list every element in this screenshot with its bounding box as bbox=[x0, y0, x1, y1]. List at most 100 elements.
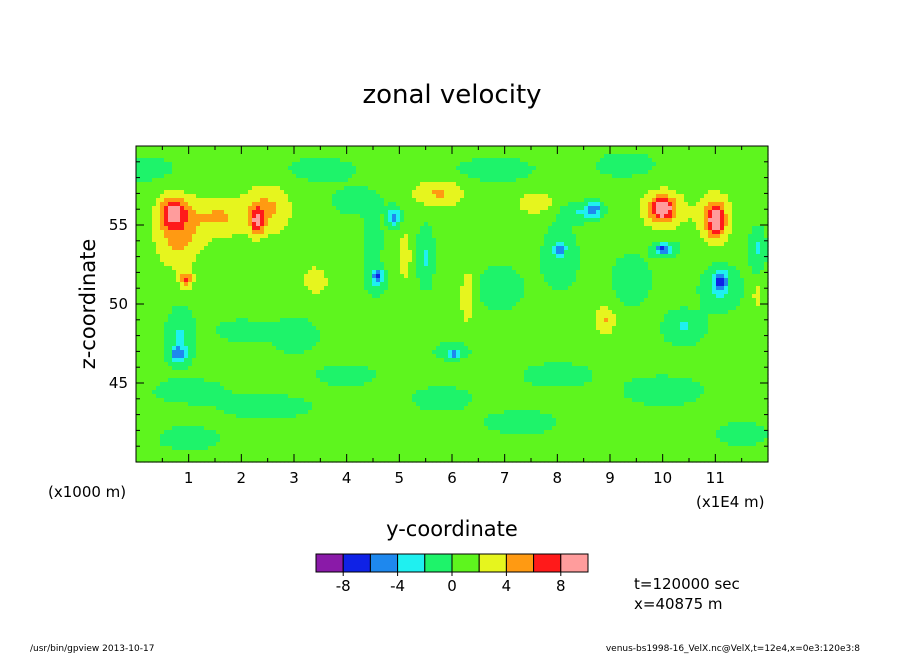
heatmap-cell bbox=[384, 254, 389, 259]
heatmap-cell bbox=[640, 206, 645, 211]
heatmap-cell bbox=[712, 198, 717, 203]
heatmap-cell bbox=[460, 170, 465, 175]
heatmap-cell bbox=[380, 162, 385, 167]
heatmap-cell bbox=[552, 218, 557, 223]
heatmap-cell bbox=[308, 166, 313, 171]
heatmap-cell bbox=[280, 246, 285, 251]
heatmap-cell bbox=[700, 238, 705, 243]
heatmap-cell bbox=[192, 238, 197, 243]
heatmap-cell bbox=[412, 250, 417, 255]
heatmap-cell bbox=[268, 170, 273, 175]
heatmap-cell bbox=[180, 238, 185, 243]
heatmap-cell bbox=[644, 178, 649, 183]
heatmap-cell bbox=[492, 178, 497, 183]
heatmap-cell bbox=[696, 214, 701, 219]
heatmap-cell bbox=[552, 210, 557, 215]
heatmap-cell bbox=[372, 222, 377, 227]
heatmap-cell bbox=[148, 198, 153, 203]
heatmap-cell bbox=[256, 246, 261, 251]
heatmap-cell bbox=[428, 238, 433, 243]
heatmap-cell bbox=[748, 174, 753, 179]
heatmap-cell bbox=[192, 226, 197, 231]
heatmap-cell bbox=[588, 202, 593, 207]
heatmap-cell bbox=[748, 150, 753, 155]
heatmap-cell bbox=[144, 270, 149, 275]
heatmap-cell bbox=[480, 166, 485, 171]
heatmap-cell bbox=[624, 214, 629, 219]
heatmap-cell bbox=[256, 262, 261, 267]
heatmap-cell bbox=[240, 178, 245, 183]
heatmap-cell bbox=[408, 218, 413, 223]
heatmap-cell bbox=[192, 198, 197, 203]
heatmap-cell bbox=[336, 234, 341, 239]
heatmap-cell bbox=[536, 170, 541, 175]
heatmap-cell bbox=[620, 178, 625, 183]
heatmap-cell bbox=[224, 262, 229, 267]
heatmap-cell bbox=[532, 258, 537, 263]
heatmap-cell bbox=[284, 250, 289, 255]
heatmap-cell bbox=[232, 214, 237, 219]
heatmap-cell bbox=[504, 222, 509, 227]
heatmap-cell bbox=[520, 214, 525, 219]
heatmap-cell bbox=[468, 234, 473, 239]
heatmap-cell bbox=[552, 190, 557, 195]
heatmap-cell bbox=[552, 230, 557, 235]
heatmap-cell bbox=[264, 202, 269, 207]
heatmap-cell bbox=[360, 174, 365, 179]
heatmap-cell bbox=[704, 262, 709, 267]
heatmap-cell bbox=[292, 258, 297, 263]
heatmap-cell bbox=[156, 198, 161, 203]
heatmap-cell bbox=[504, 266, 509, 271]
heatmap-cell bbox=[636, 202, 641, 207]
heatmap-cell bbox=[468, 162, 473, 167]
heatmap-cell bbox=[700, 214, 705, 219]
heatmap-cell bbox=[216, 150, 221, 155]
heatmap-cell bbox=[180, 230, 185, 235]
heatmap-cell bbox=[364, 258, 369, 263]
heatmap-cell bbox=[260, 190, 265, 195]
heatmap-cell bbox=[520, 210, 525, 215]
heatmap-cell bbox=[504, 190, 509, 195]
heatmap-cell bbox=[352, 154, 357, 159]
heatmap-cell bbox=[372, 210, 377, 215]
heatmap-cell bbox=[200, 262, 205, 267]
heatmap-cell bbox=[764, 170, 769, 175]
heatmap-cell bbox=[724, 254, 729, 259]
heatmap-cell bbox=[532, 218, 537, 223]
heatmap-cell bbox=[148, 222, 153, 227]
heatmap-cell bbox=[248, 198, 253, 203]
heatmap-cell bbox=[168, 210, 173, 215]
heatmap-cell bbox=[468, 262, 473, 267]
heatmap-cell bbox=[396, 266, 401, 271]
heatmap-cell bbox=[272, 166, 277, 171]
heatmap-cell bbox=[184, 214, 189, 219]
heatmap-cell bbox=[436, 210, 441, 215]
heatmap-cell bbox=[184, 186, 189, 191]
heatmap-cell bbox=[352, 214, 357, 219]
heatmap-cell bbox=[640, 258, 645, 263]
heatmap-cell bbox=[180, 162, 185, 167]
heatmap-cell bbox=[528, 150, 533, 155]
heatmap-cell bbox=[764, 174, 769, 179]
heatmap-cell bbox=[540, 226, 545, 231]
heatmap-cell bbox=[372, 174, 377, 179]
heatmap-cell bbox=[496, 270, 501, 275]
heatmap-cell bbox=[688, 162, 693, 167]
heatmap-cell bbox=[140, 170, 145, 175]
heatmap-cell bbox=[608, 258, 613, 263]
heatmap-cell bbox=[420, 186, 425, 191]
heatmap-cell bbox=[360, 166, 365, 171]
heatmap-cell bbox=[476, 230, 481, 235]
heatmap-cell bbox=[384, 186, 389, 191]
heatmap-cell bbox=[348, 190, 353, 195]
heatmap-cell bbox=[660, 154, 665, 159]
heatmap-cell bbox=[668, 222, 673, 227]
heatmap-cell bbox=[672, 258, 677, 263]
heatmap-cell bbox=[160, 270, 165, 275]
heatmap-cell bbox=[596, 182, 601, 187]
heatmap-cell bbox=[680, 234, 685, 239]
heatmap-cell bbox=[484, 150, 489, 155]
heatmap-cell bbox=[192, 170, 197, 175]
heatmap-cell bbox=[552, 266, 557, 271]
heatmap-cell bbox=[560, 258, 565, 263]
